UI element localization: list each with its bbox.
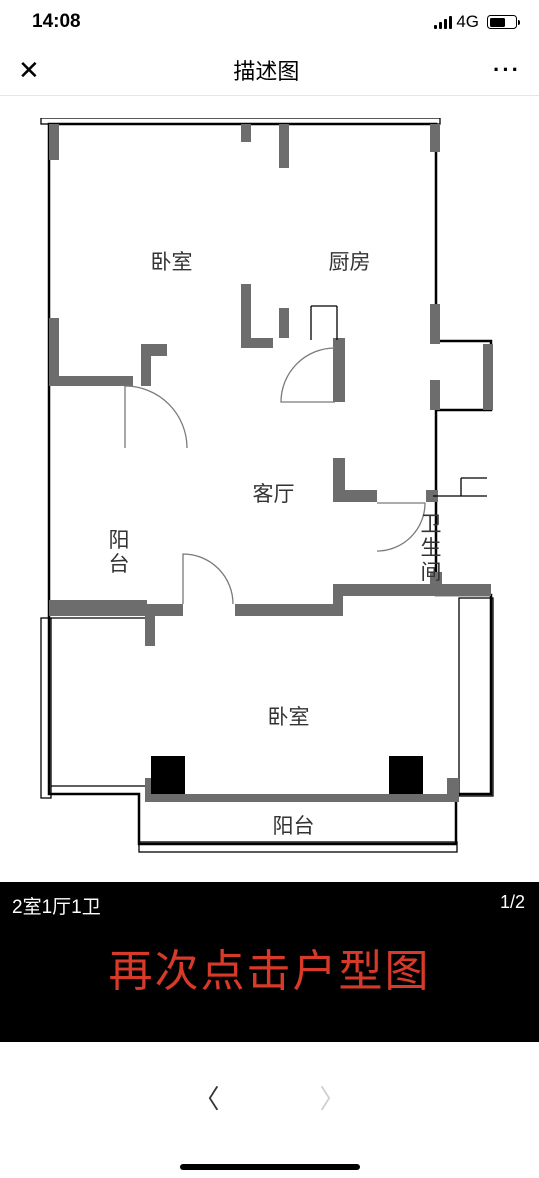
caption-page: 1/2: [500, 892, 525, 913]
network-label: 4G: [456, 12, 479, 32]
floorplan-image[interactable]: 卧室厨房客厅阳 台卫 生 间卧室阳台: [31, 118, 509, 880]
room-label: 卧室: [268, 706, 310, 730]
battery-icon: [487, 15, 517, 29]
home-indicator[interactable]: [180, 1164, 360, 1170]
nav-bar: ✕ 描述图 ···: [0, 44, 539, 96]
room-label: 卧室: [151, 251, 193, 275]
page-title: 描述图: [233, 54, 299, 86]
status-right: 4G: [434, 12, 517, 32]
content-area: 卧室厨房客厅阳 台卫 生 间卧室阳台: [0, 118, 539, 880]
prev-icon[interactable]: 〈: [193, 1079, 219, 1116]
room-label: 阳台: [273, 815, 315, 839]
close-icon[interactable]: ✕: [18, 57, 40, 83]
more-icon[interactable]: ···: [493, 59, 521, 81]
caption-summary: 2室1厅1卫: [12, 892, 101, 919]
room-label: 卫 生 间: [421, 513, 442, 585]
next-icon[interactable]: 〉: [320, 1079, 346, 1116]
status-bar: 14:08 4G: [0, 0, 539, 44]
room-label: 厨房: [329, 251, 371, 275]
caption-main[interactable]: 再次点击户型图: [0, 935, 539, 999]
pager: 〈 〉: [0, 1062, 539, 1132]
signal-icon: [434, 15, 453, 29]
caption-band: 2室1厅1卫 1/2 再次点击户型图: [0, 882, 539, 1042]
room-label: 客厅: [253, 483, 295, 507]
status-time: 14:08: [32, 11, 81, 33]
room-label: 阳 台: [109, 529, 130, 577]
